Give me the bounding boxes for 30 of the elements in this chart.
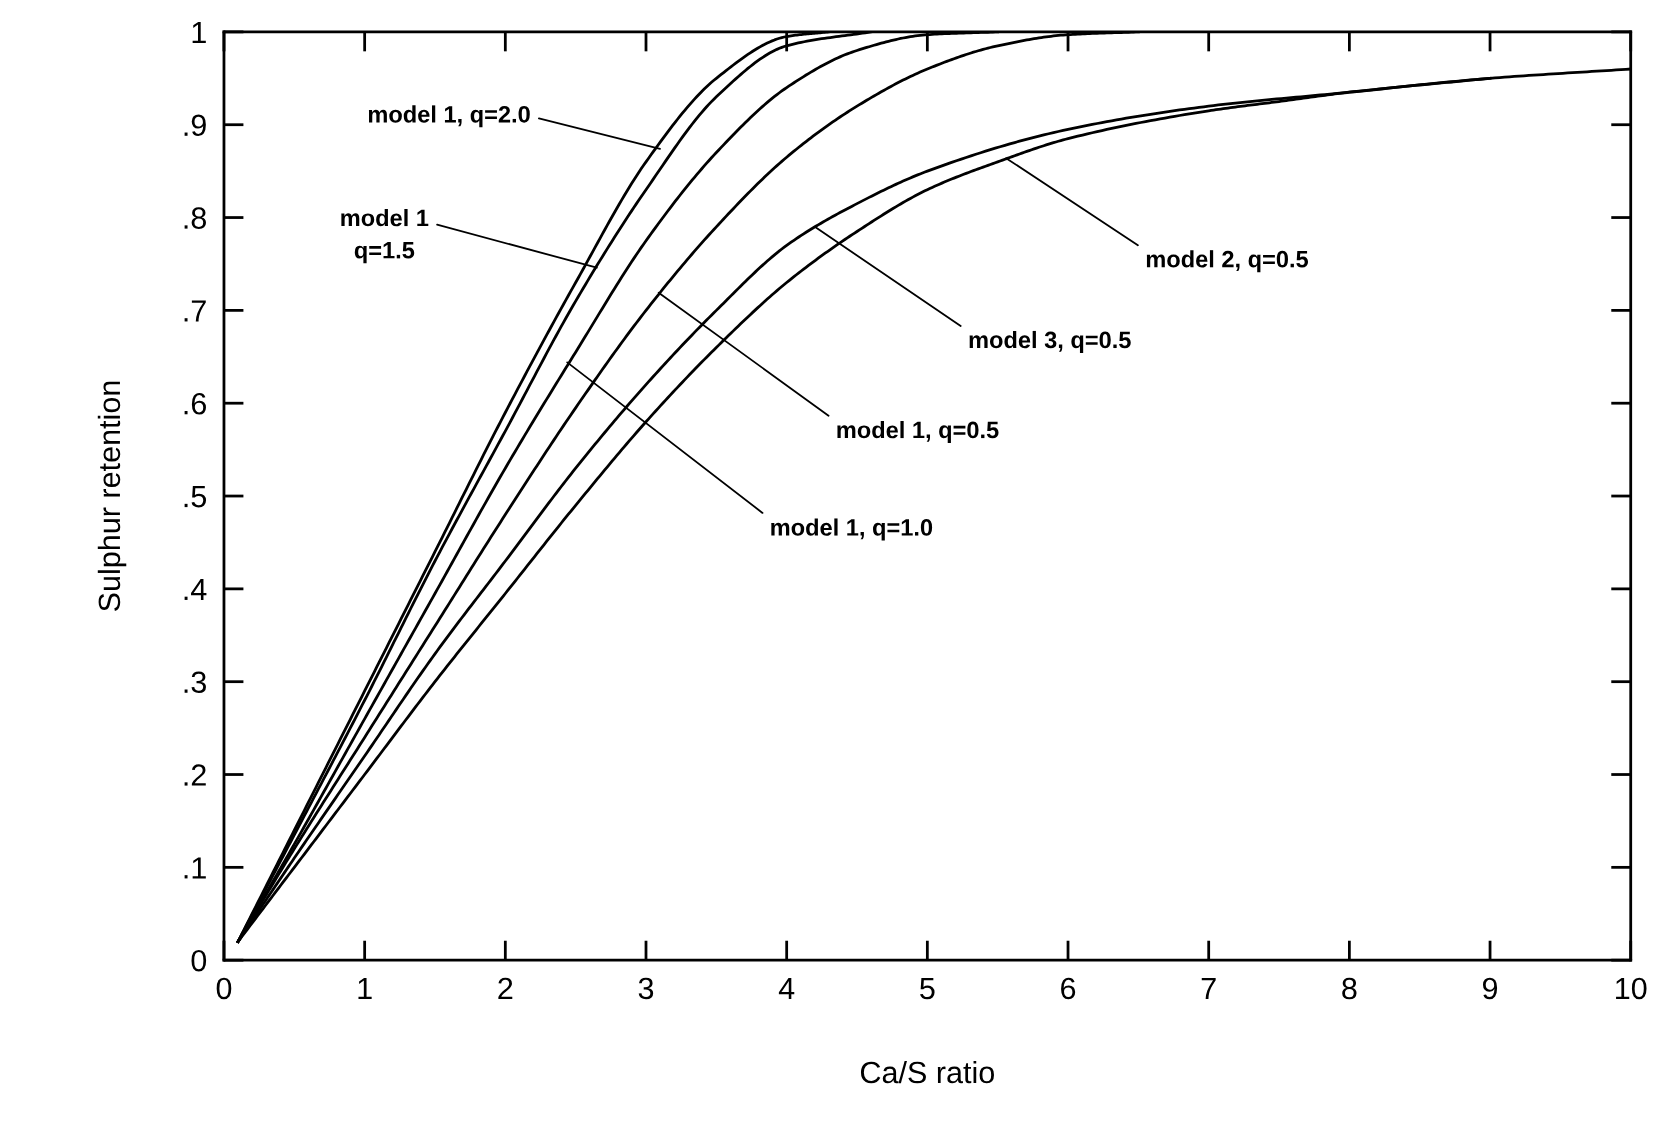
- annotation: model 1, q=1.0: [771, 518, 933, 541]
- x-tick-label: 6: [1061, 977, 1076, 1000]
- y-tick-label: .4: [184, 578, 207, 600]
- y-tick-label: .8: [184, 207, 206, 229]
- x-axis-title: Ca/S ratio: [860, 1060, 994, 1084]
- y-tick-label: .7: [184, 300, 206, 322]
- y-tick-label: .3: [184, 671, 206, 694]
- y-tick-label: .5: [184, 486, 207, 508]
- annotation: model 1, q=2.0: [368, 105, 530, 128]
- y-tick-label: .1: [184, 857, 206, 879]
- y-tick-label: 0: [191, 949, 207, 972]
- x-tick-label: 0: [216, 977, 232, 1000]
- x-tick-label: 9: [1482, 977, 1498, 1000]
- y-axis-title: Sulphur retention: [97, 381, 127, 611]
- x-tick-label: 10: [1616, 977, 1647, 1000]
- annotation: model 3, q=0.5: [969, 330, 1131, 353]
- x-tick-label: 7: [1201, 977, 1216, 999]
- annotation: model 1 q=1.5: [341, 208, 429, 264]
- x-tick-label: 8: [1342, 977, 1357, 1000]
- annotation: model 1, q=0.5: [837, 420, 999, 443]
- y-tick-label: .6: [184, 392, 206, 415]
- x-tick-label: 3: [638, 977, 654, 1000]
- x-tick-label: 5: [920, 977, 935, 1000]
- x-tick-label: 1: [358, 977, 372, 999]
- x-tick-label: 4: [778, 977, 795, 999]
- annotation: model 2, q=0.5: [1146, 250, 1309, 273]
- y-tick-label: .2: [184, 764, 206, 786]
- y-tick-label: 1: [192, 21, 206, 43]
- y-tick-label: .9: [184, 114, 206, 137]
- x-tick-label: 2: [498, 977, 513, 999]
